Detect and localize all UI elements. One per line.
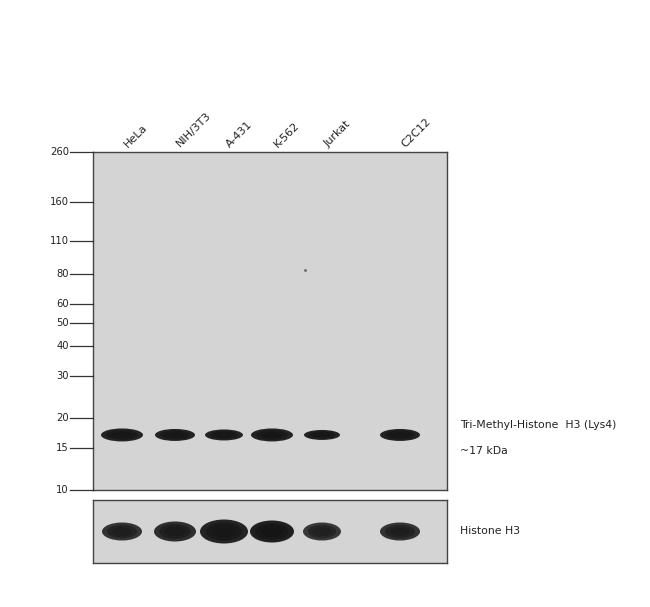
Ellipse shape xyxy=(107,524,137,538)
Text: ~17 kDa: ~17 kDa xyxy=(460,446,508,456)
Text: 20: 20 xyxy=(57,413,69,423)
Ellipse shape xyxy=(380,523,420,540)
Text: Jurkat: Jurkat xyxy=(322,119,352,149)
Ellipse shape xyxy=(154,521,196,541)
Ellipse shape xyxy=(385,430,415,439)
Ellipse shape xyxy=(313,432,331,438)
Text: HeLa: HeLa xyxy=(122,122,149,149)
Ellipse shape xyxy=(206,523,242,540)
Text: 50: 50 xyxy=(57,318,69,328)
Ellipse shape xyxy=(212,526,236,538)
Text: 10: 10 xyxy=(57,485,69,495)
Text: A-431: A-431 xyxy=(224,119,254,149)
Text: K-562: K-562 xyxy=(272,120,301,149)
Text: 110: 110 xyxy=(50,236,69,246)
Text: 60: 60 xyxy=(57,299,69,309)
Ellipse shape xyxy=(303,523,341,540)
Ellipse shape xyxy=(313,527,332,536)
Ellipse shape xyxy=(165,432,185,438)
Ellipse shape xyxy=(159,524,190,539)
Text: 30: 30 xyxy=(57,371,69,381)
Ellipse shape xyxy=(380,429,420,441)
Ellipse shape xyxy=(261,432,283,438)
Ellipse shape xyxy=(390,432,410,438)
Ellipse shape xyxy=(261,526,283,537)
Ellipse shape xyxy=(256,430,288,440)
Text: 160: 160 xyxy=(50,197,69,208)
Ellipse shape xyxy=(304,430,340,440)
Text: 260: 260 xyxy=(50,147,69,157)
Ellipse shape xyxy=(112,432,133,438)
Text: 80: 80 xyxy=(57,270,69,279)
Ellipse shape xyxy=(205,429,243,441)
Ellipse shape xyxy=(390,527,410,536)
Ellipse shape xyxy=(160,430,190,439)
Ellipse shape xyxy=(250,520,294,543)
Ellipse shape xyxy=(385,524,415,538)
Text: 15: 15 xyxy=(56,443,69,453)
Ellipse shape xyxy=(200,520,248,543)
Ellipse shape xyxy=(106,430,138,440)
Ellipse shape xyxy=(255,523,289,540)
Text: C2C12: C2C12 xyxy=(400,116,433,149)
Text: NIH/3T3: NIH/3T3 xyxy=(175,110,214,149)
Ellipse shape xyxy=(307,524,336,538)
Ellipse shape xyxy=(214,432,233,438)
Text: Tri-Methyl-Histone  H3 (Lys4): Tri-Methyl-Histone H3 (Lys4) xyxy=(460,420,616,430)
Text: Histone H3: Histone H3 xyxy=(460,526,520,537)
Ellipse shape xyxy=(155,429,195,441)
Ellipse shape xyxy=(102,523,142,540)
Ellipse shape xyxy=(309,431,335,439)
Text: 40: 40 xyxy=(57,341,69,351)
Ellipse shape xyxy=(210,431,239,439)
Ellipse shape xyxy=(112,527,132,536)
Ellipse shape xyxy=(164,526,185,537)
Ellipse shape xyxy=(251,429,293,441)
Ellipse shape xyxy=(101,429,143,441)
